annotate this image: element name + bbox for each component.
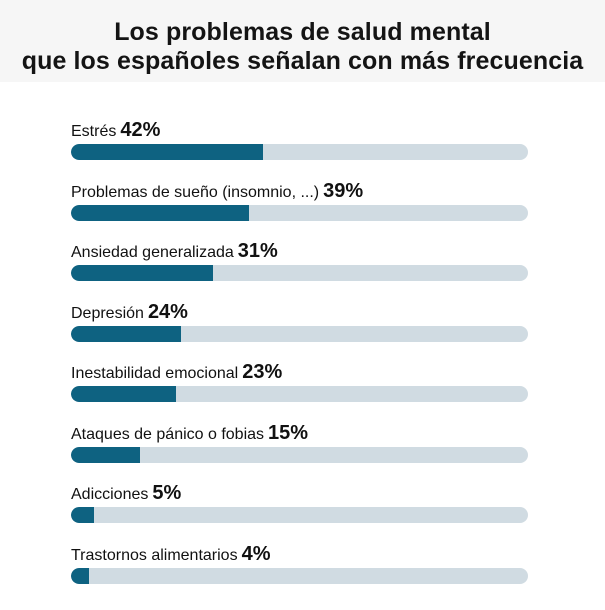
bar-4 [71,386,177,402]
category-label: Depresión [71,304,144,322]
category-label: Trastornos alimentarios [71,546,238,564]
bar-label-0: Estrés 42% [71,120,160,142]
bar-track [71,325,528,342]
bar-track [71,144,528,160]
bar-track [71,386,528,402]
bar-track [71,507,528,523]
data-label: 31% [237,240,278,262]
data-label: 23% [242,361,283,383]
data-label: 39% [323,179,364,202]
data-label: 42% [120,119,161,141]
category-label: Problemas de sueño (insomnio, ...) [71,183,320,201]
bar-track [71,567,528,584]
bar-1 [71,204,250,221]
bar-7 [71,567,90,584]
bar-label-5: Ataques de pánico o fobias 15% [71,423,308,445]
bar-3 [71,325,181,342]
bar-track [71,204,528,221]
chart-title-line-1: Los problemas de salud mental [114,18,491,46]
bar-0 [71,144,263,160]
category-label: Inestabilidad emocional [71,365,239,382]
bar-2 [71,265,213,281]
data-label: 4% [241,542,271,565]
bar-6 [71,507,94,523]
category-label: Adicciones [71,486,149,503]
bar-track [71,446,528,463]
category-label: Estrés [71,123,117,140]
bar-label-2: Ansiedad generalizada 31% [71,241,278,263]
category-label: Ansiedad generalizada [71,244,234,261]
category-label: Ataques de pánico o fobias [71,425,265,443]
data-label: 5% [152,482,182,504]
title-band [0,0,605,82]
bar-5 [71,446,140,463]
bar-label-6: Adicciones 5% [71,483,181,505]
chart-subtitle: que los españoles señalan con más frecue… [21,47,584,75]
data-label: 24% [147,300,188,323]
chart-title: Los problemas de salud mental que los es… [0,18,605,76]
bar-label-3: Depresión 24% [71,302,188,324]
bar-label-7: Trastornos alimentarios 4% [71,544,270,566]
data-label: 15% [268,421,309,444]
bar-track [71,265,528,281]
bar-label-1: Problemas de sueño (insomnio, ...) 39% [71,181,363,203]
bar-label-4: Inestabilidad emocional 23% [71,362,282,384]
